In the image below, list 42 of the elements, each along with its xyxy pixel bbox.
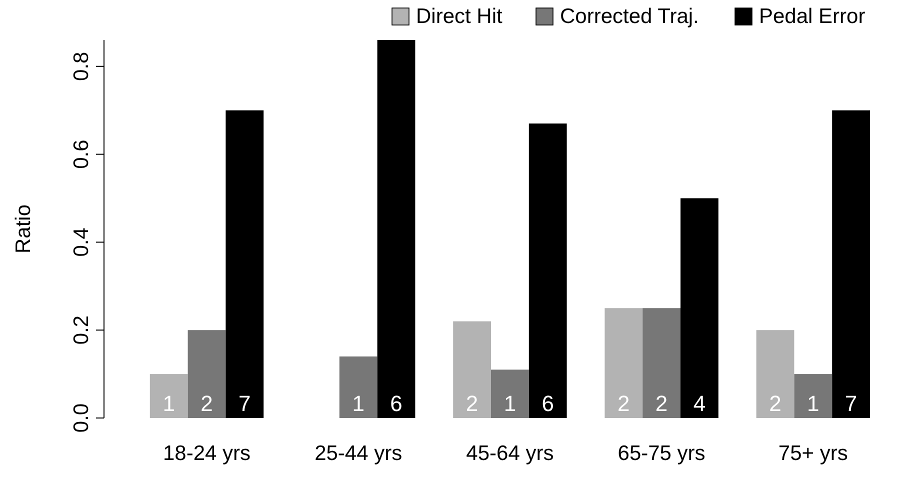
bar (832, 110, 870, 418)
bar (339, 356, 378, 418)
legend-label: Pedal Error (759, 5, 866, 28)
annotation: 7 (238, 391, 251, 416)
x-tick-label: 25-44 yrs (314, 442, 402, 465)
bar (756, 330, 794, 418)
x-tick-label: 45-64 yrs (466, 442, 554, 465)
annotation: 1 (807, 391, 820, 416)
x-tick-label: 65-75 yrs (618, 442, 706, 465)
annotation: 7 (844, 391, 858, 416)
y-tick-label: 0.6 (70, 140, 93, 169)
annotation: 2 (769, 391, 782, 416)
bar (377, 40, 416, 418)
bar (226, 110, 264, 418)
legend-label: Corrected Traj. (560, 5, 699, 28)
annotation: 2 (200, 391, 213, 416)
annotation: 6 (542, 391, 554, 416)
bar (528, 124, 567, 418)
annotation: 2 (466, 391, 478, 416)
bar (150, 374, 188, 418)
bar (680, 198, 718, 418)
bar (642, 308, 680, 418)
y-axis-title: Ratio (12, 204, 35, 254)
bar (453, 321, 491, 418)
bar (604, 308, 643, 418)
annotation: 4 (693, 391, 706, 416)
annotation: 1 (352, 391, 364, 416)
bar (491, 370, 529, 418)
x-tick-label: 75+ yrs (778, 442, 848, 465)
legend-label: Direct Hit (416, 5, 503, 28)
annotation: 1 (162, 391, 175, 416)
bar (794, 374, 832, 418)
y-tick-label: 0.2 (70, 315, 93, 345)
annotation: 2 (655, 391, 668, 416)
bar (188, 330, 226, 418)
annotation: 6 (390, 391, 402, 416)
x-tick-label: 18-24 yrs (162, 442, 251, 465)
annotation: 1 (504, 391, 516, 416)
y-tick-label: 0.0 (70, 403, 93, 433)
annotation: 2 (618, 391, 630, 416)
y-tick-label: 0.8 (70, 52, 93, 81)
y-tick-label: 0.4 (70, 227, 93, 257)
